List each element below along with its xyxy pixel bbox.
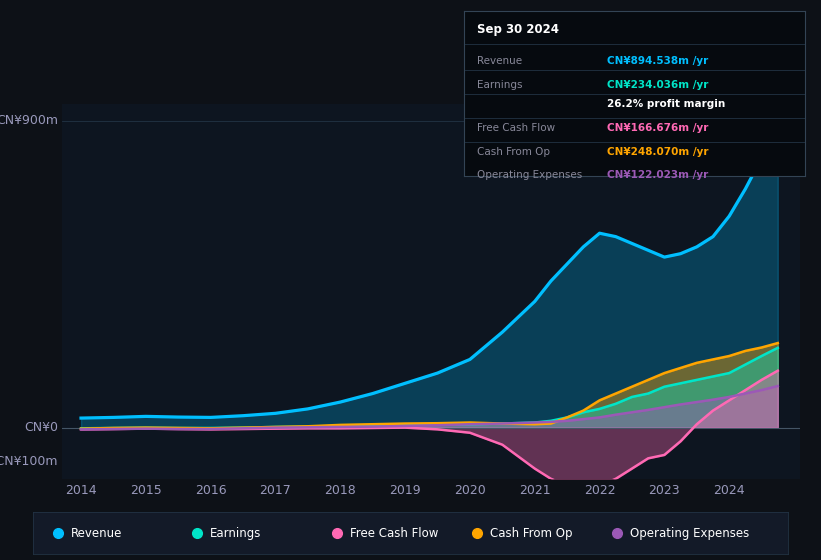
Text: Earnings: Earnings — [478, 80, 523, 90]
Text: CN¥166.676m /yr: CN¥166.676m /yr — [607, 123, 709, 133]
Text: CN¥122.023m /yr: CN¥122.023m /yr — [607, 170, 709, 180]
Text: CN¥900m: CN¥900m — [0, 114, 57, 127]
Text: CN¥248.070m /yr: CN¥248.070m /yr — [607, 147, 709, 157]
Text: Sep 30 2024: Sep 30 2024 — [478, 23, 559, 36]
Text: Revenue: Revenue — [71, 527, 122, 540]
Text: 26.2% profit margin: 26.2% profit margin — [607, 99, 725, 109]
Text: Revenue: Revenue — [478, 56, 523, 66]
Text: Cash From Op: Cash From Op — [478, 147, 551, 157]
Text: -CN¥100m: -CN¥100m — [0, 455, 57, 468]
Text: CN¥234.036m /yr: CN¥234.036m /yr — [607, 80, 709, 90]
Text: Operating Expenses: Operating Expenses — [478, 170, 583, 180]
Text: Free Cash Flow: Free Cash Flow — [478, 123, 556, 133]
Text: Earnings: Earnings — [210, 527, 262, 540]
Text: CN¥0: CN¥0 — [24, 421, 57, 434]
Text: Cash From Op: Cash From Op — [490, 527, 572, 540]
Text: Free Cash Flow: Free Cash Flow — [350, 527, 438, 540]
Text: Operating Expenses: Operating Expenses — [630, 527, 749, 540]
Text: CN¥894.538m /yr: CN¥894.538m /yr — [607, 56, 709, 66]
